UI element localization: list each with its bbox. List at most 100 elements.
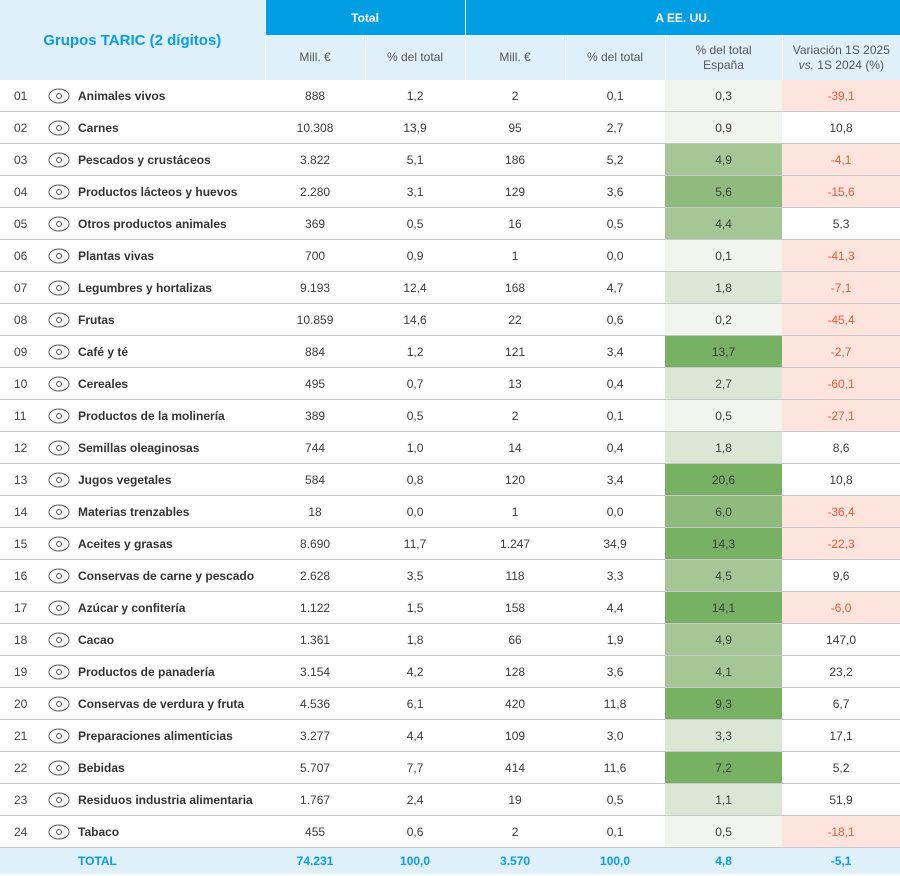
col-header-total-mill: Mill. € (264, 35, 366, 80)
us-pct-cell: 0,1 (565, 80, 666, 112)
table-row: 02 Carnes 10.308 13,9 95 2,7 0,9 10,8 (0, 111, 900, 144)
variation-cell: -27,1 (782, 399, 900, 432)
us-mill-cell: 95 (465, 111, 566, 144)
name-cell: Preparaciones alimenticias (78, 719, 266, 752)
table-row: 10 Cereales 495 0,7 13 0,4 2,7 -60,1 (0, 367, 900, 400)
total-mill-cell: 18 (265, 495, 366, 528)
col-header-line: España (703, 57, 744, 72)
code-cell: 10 (0, 367, 40, 400)
code-cell: 04 (0, 175, 40, 208)
us-pct-spain-cell: 1,8 (665, 431, 783, 464)
variation-cell: 5,3 (782, 207, 900, 240)
variation-cell: 6,7 (782, 687, 900, 720)
code-cell: 08 (0, 303, 40, 336)
us-pct-cell: 3,4 (565, 463, 666, 496)
group-header-us: A EE. UU. (464, 0, 900, 35)
us-pct-cell: 0,5 (565, 783, 666, 816)
bottle-glass-icon (40, 757, 78, 779)
name-cell: Cacao (78, 623, 266, 656)
total-total-pct-cell: 100,0 (365, 847, 466, 874)
name-cell: Conservas de verdura y fruta (78, 687, 266, 720)
total-pct-cell: 3,1 (365, 175, 466, 208)
group-header-total: Total (264, 0, 466, 35)
table-row: 01 Animales vivos 888 1,2 2 0,1 0,3 -39,1 (0, 80, 900, 112)
total-pct-cell: 2,4 (365, 783, 466, 816)
variation-cell: -36,4 (782, 495, 900, 528)
variation-cell: -39,1 (782, 80, 900, 112)
variation-cell: -15,6 (782, 175, 900, 208)
cigarette-icon (40, 821, 78, 843)
variation-cell: -2,7 (782, 335, 900, 368)
name-cell: Legumbres y hortalizas (78, 271, 266, 304)
name-cell: Productos de la molinería (78, 399, 266, 432)
us-pct-cell: 3,0 (565, 719, 666, 752)
us-pct-cell: 0,0 (565, 239, 666, 272)
table-row: 18 Cacao 1.361 1,8 66 1,9 4,9 147,0 (0, 623, 900, 656)
total-pct-cell: 1,8 (365, 623, 466, 656)
variation-cell: 5,2 (782, 751, 900, 784)
us-pct-cell: 4,4 (565, 591, 666, 624)
us-mill-cell: 414 (465, 751, 566, 784)
sunflower-icon (40, 437, 78, 459)
total-pct-cell: 4,4 (365, 719, 466, 752)
table-row: 03 Pescados y crustáceos 3.822 5,1 186 5,2 4,9… (0, 143, 900, 176)
code-cell: 09 (0, 335, 40, 368)
code-cell: 17 (0, 591, 40, 624)
us-mill-cell: 66 (465, 623, 566, 656)
total-pct-cell: 1,5 (365, 591, 466, 624)
total-pct-cell: 1,2 (365, 335, 466, 368)
table-row: 22 Bebidas 5.707 7,7 414 11,6 7,2 5,2 (0, 751, 900, 784)
us-mill-cell: 129 (465, 175, 566, 208)
total-mill-cell: 700 (265, 239, 366, 272)
code-cell: 07 (0, 271, 40, 304)
table-row: 11 Productos de la molinería 389 0,5 2 0,1 0,5… (0, 399, 900, 432)
name-cell: Semillas oleaginosas (78, 431, 266, 464)
total-mill-cell: 744 (265, 431, 366, 464)
us-pct-cell: 34,9 (565, 527, 666, 560)
table-row: 14 Materias trenzables 18 0,0 1 0,0 6,0 -36,4 (0, 495, 900, 528)
us-mill-cell: 14 (465, 431, 566, 464)
us-pct-spain-cell: 7,2 (665, 751, 783, 784)
us-pct-spain-cell: 0,1 (665, 239, 783, 272)
us-mill-cell: 168 (465, 271, 566, 304)
total-mill-cell: 884 (265, 335, 366, 368)
total-pct-cell: 5,1 (365, 143, 466, 176)
us-pct-spain-cell: 5,6 (665, 175, 783, 208)
us-mill-cell: 19 (465, 783, 566, 816)
meat-icon (40, 117, 78, 139)
total-mill-cell: 4.536 (265, 687, 366, 720)
total-mill-cell: 3.277 (265, 719, 366, 752)
name-cell: Otros productos animales (78, 207, 266, 240)
total-row: TOTAL 74.231 100,0 3.570 100,0 4,8 -5,1 (0, 847, 900, 874)
us-mill-cell: 158 (465, 591, 566, 624)
code-cell: 15 (0, 527, 40, 560)
juice-glass-icon (40, 469, 78, 491)
total-pct-cell: 13,9 (365, 111, 466, 144)
code-cell: 24 (0, 815, 40, 848)
us-pct-cell: 11,6 (565, 751, 666, 784)
us-pct-cell: 0,5 (565, 207, 666, 240)
total-mill-cell: 5.707 (265, 751, 366, 784)
total-mill-cell: 2.280 (265, 175, 366, 208)
table-row: 17 Azúcar y confitería 1.122 1,5 158 4,4 14,1-… (0, 591, 900, 624)
vegetables-icon (40, 277, 78, 299)
variation-cell: 9,6 (782, 559, 900, 592)
name-cell: Animales vivos (78, 80, 266, 112)
can-icon (40, 565, 78, 587)
variation-cell: -22,3 (782, 527, 900, 560)
us-mill-cell: 121 (465, 335, 566, 368)
fish-icon (40, 149, 78, 171)
total-pct-cell: 0,5 (365, 399, 466, 432)
us-pct-spain-cell: 14,1 (665, 591, 783, 624)
code-cell: 06 (0, 239, 40, 272)
table-row: 16 Conservas de carne y pescado 2.628 3,5 11… (0, 559, 900, 592)
total-total-mill-cell: 74.231 (265, 847, 366, 874)
total-pct-cell: 11,7 (365, 527, 466, 560)
animal-product-icon (40, 213, 78, 235)
total-pct-cell: 1,0 (365, 431, 466, 464)
total-pct-cell: 0,6 (365, 815, 466, 848)
total-mill-cell: 3.154 (265, 655, 366, 688)
variation-cell: 51,9 (782, 783, 900, 816)
croissant-icon (40, 661, 78, 683)
total-mill-cell: 1.122 (265, 591, 366, 624)
